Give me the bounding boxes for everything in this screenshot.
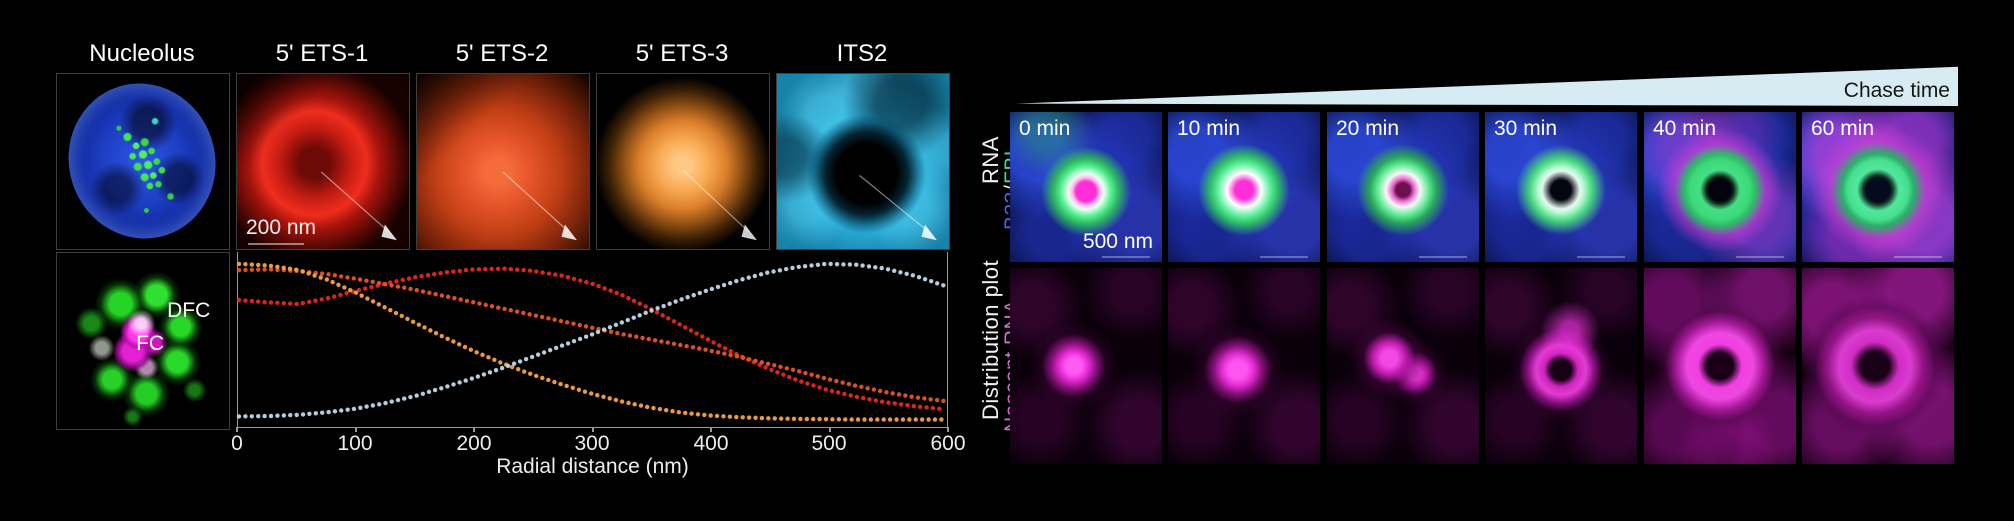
scale-bar-line xyxy=(1102,256,1150,258)
scale-bar-label: 200 nm xyxy=(246,216,317,239)
pointer-arrow-icon xyxy=(597,74,757,241)
fbl-b23-panel-20min: 20 min xyxy=(1327,112,1479,262)
x-tick-label: 600 xyxy=(930,432,966,455)
x-tick xyxy=(236,427,238,432)
x-tick-label: 500 xyxy=(811,432,847,455)
its2-image xyxy=(777,74,949,249)
x-tick xyxy=(710,427,712,432)
nascent-rna-signal xyxy=(1010,268,1162,464)
fc-label: FC xyxy=(136,332,165,356)
scale-bar-line xyxy=(1577,256,1625,258)
chase-time-wedge: Chase time xyxy=(1016,66,1958,106)
nascent-rna-signal xyxy=(1802,268,1954,464)
scale-bar-line xyxy=(1419,256,1467,258)
column-title-5ets3: 5' ETS-3 xyxy=(635,40,729,67)
x-tick xyxy=(592,427,594,432)
fc-dfc-micrograph: DFC FC xyxy=(56,252,230,430)
fbl-b23-panel-30min: 30 min xyxy=(1485,112,1637,262)
scale-bar-line xyxy=(1260,256,1308,258)
nucleoli-specks xyxy=(57,74,229,249)
x-tick-label: 0 xyxy=(231,432,243,455)
nascent-rna-panel-0min xyxy=(1010,268,1162,464)
nascent-rna-panel-20min xyxy=(1327,268,1479,464)
nascent-rna-signal xyxy=(1327,268,1479,464)
x-tick xyxy=(473,427,475,432)
5ets1-micrograph: 200 nm xyxy=(236,73,410,250)
nucleolus-micrograph xyxy=(56,73,230,250)
time-label: 30 min xyxy=(1494,117,1558,140)
time-label: 40 min xyxy=(1653,117,1717,140)
x-axis-title: Radial distance (nm) xyxy=(496,455,689,478)
dfc-label: DFC xyxy=(167,298,211,322)
nascent-rna-panel-40min xyxy=(1644,268,1796,464)
fc-ring-structure xyxy=(1802,112,1954,262)
nascent-rna-signal xyxy=(1644,268,1796,464)
scale-bar-line xyxy=(248,243,304,245)
x-tick xyxy=(355,427,357,432)
5ets2-image xyxy=(417,74,589,249)
column-title-nucleolus: Nucleolus xyxy=(89,40,195,67)
column-title-5ets1: 5' ETS-1 xyxy=(275,40,369,67)
pointer-arrow-icon xyxy=(417,74,577,241)
fbl-b23-panel-60min: 60 min xyxy=(1802,112,1954,262)
fbl-b23-panel-0min: 0 min 500 nm xyxy=(1010,112,1162,262)
nascent-rna-panel-10min xyxy=(1168,268,1320,464)
5ets3-micrograph xyxy=(596,73,770,250)
nascent-rna-panel-30min xyxy=(1485,268,1637,464)
column-title-5ets2: 5' ETS-2 xyxy=(455,40,549,67)
nascent-rna-signal xyxy=(1485,268,1637,464)
column-title-its2: ITS2 xyxy=(836,40,888,67)
time-label: 60 min xyxy=(1811,117,1875,140)
fc-ring-structure xyxy=(1327,112,1479,262)
x-tick-label: 300 xyxy=(574,432,610,455)
its2-micrograph xyxy=(776,73,950,250)
x-tick-label: 100 xyxy=(337,432,373,455)
scale-bar-label: 500 nm xyxy=(1082,230,1153,253)
distribution-plot xyxy=(236,252,948,428)
fc-dfc-image xyxy=(57,253,229,429)
x-tick-label: 400 xyxy=(693,432,729,455)
scale-bar-line xyxy=(1736,256,1784,258)
nascent-rna-panel-60min xyxy=(1802,268,1954,464)
fc-ring-structure xyxy=(1485,112,1637,262)
fbl-b23-panel-40min: 40 min xyxy=(1644,112,1796,262)
x-tick xyxy=(947,427,949,432)
time-label: 20 min xyxy=(1336,117,1400,140)
fc-ring-structure xyxy=(1010,112,1162,262)
pointer-arrow-icon xyxy=(777,74,937,241)
time-label: 10 min xyxy=(1177,117,1241,140)
distribution-plot-curves xyxy=(236,261,946,422)
chase-time-label: Chase time xyxy=(1843,79,1950,102)
x-tick xyxy=(829,427,831,432)
5ets2-micrograph xyxy=(416,73,590,250)
scale-bar-line xyxy=(1894,256,1942,258)
fbl-b23-panel-10min: 10 min xyxy=(1168,112,1320,262)
5ets1-image xyxy=(237,74,409,249)
pointer-arrow-icon xyxy=(237,74,397,241)
nascent-rna-signal xyxy=(1168,268,1320,464)
time-label: 0 min xyxy=(1019,117,1071,140)
fc-ring-structure xyxy=(1644,112,1796,262)
x-tick-label: 200 xyxy=(456,432,492,455)
fc-ring-structure xyxy=(1168,112,1320,262)
5ets3-image xyxy=(597,74,769,249)
